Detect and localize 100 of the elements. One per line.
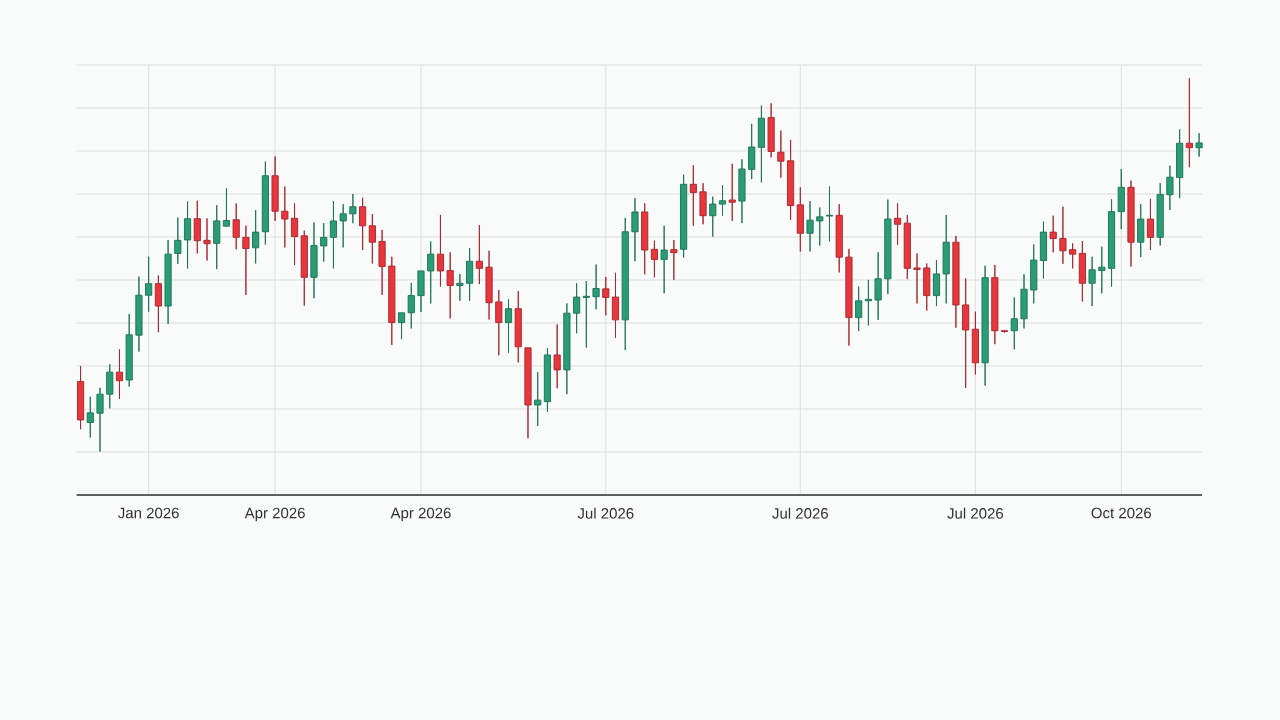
candlestick bbox=[368, 213, 376, 264]
candlestick bbox=[582, 280, 590, 348]
candlestick bbox=[436, 214, 445, 288]
candlestick bbox=[407, 282, 415, 329]
candlestick bbox=[767, 102, 775, 158]
candlestick bbox=[203, 217, 211, 261]
candlestick bbox=[213, 204, 221, 270]
candlestick bbox=[125, 313, 133, 388]
candlestick bbox=[816, 207, 824, 247]
candlestick bbox=[699, 182, 707, 225]
candlestick bbox=[1117, 168, 1125, 230]
candlestick bbox=[514, 290, 522, 363]
candlestick bbox=[1000, 329, 1009, 334]
candlestick bbox=[96, 387, 104, 453]
candlestick bbox=[154, 274, 162, 333]
candlestick bbox=[942, 214, 950, 304]
candlestick bbox=[650, 240, 658, 278]
candlestick bbox=[446, 251, 454, 319]
candlestick bbox=[903, 214, 911, 280]
candlestick bbox=[864, 279, 872, 326]
candlestick bbox=[222, 187, 231, 227]
candlestick bbox=[320, 222, 328, 263]
candlestick bbox=[631, 197, 639, 262]
candlestick bbox=[991, 264, 999, 345]
candlestick bbox=[349, 193, 357, 224]
candlestick bbox=[543, 347, 552, 413]
candlestick bbox=[874, 251, 882, 321]
candlestick bbox=[456, 273, 464, 302]
candlestick bbox=[611, 272, 620, 339]
candlestick bbox=[835, 203, 843, 273]
candlestick bbox=[339, 203, 347, 248]
candlestick bbox=[709, 196, 717, 238]
candlestick bbox=[76, 365, 85, 430]
candlestick bbox=[981, 265, 989, 387]
candlestick bbox=[787, 139, 795, 221]
candlestick bbox=[1049, 215, 1057, 253]
candlestick bbox=[1059, 206, 1067, 265]
candlestick bbox=[164, 239, 172, 325]
candlestick bbox=[952, 235, 960, 329]
x-tick-label: Jan 2026 bbox=[118, 507, 179, 519]
candlestick bbox=[183, 201, 192, 269]
candlestick bbox=[252, 209, 260, 264]
x-tick-label: Apr 2026 bbox=[390, 507, 451, 522]
candlestick bbox=[300, 230, 308, 307]
candlestick bbox=[1088, 256, 1096, 307]
candlestick bbox=[193, 200, 201, 254]
candlestick bbox=[310, 221, 318, 299]
candlestick bbox=[115, 348, 124, 400]
candlestick bbox=[913, 252, 921, 304]
candlestick bbox=[796, 186, 804, 252]
candlestick bbox=[553, 323, 561, 389]
candlestick bbox=[1127, 180, 1135, 267]
candlestick bbox=[388, 256, 396, 346]
candlestick bbox=[602, 276, 610, 316]
candlestick bbox=[378, 229, 386, 296]
candlestick bbox=[932, 259, 941, 307]
candlestick bbox=[1010, 296, 1018, 350]
candlestick bbox=[1039, 221, 1048, 279]
candlestick bbox=[728, 163, 736, 222]
candlestick bbox=[106, 363, 114, 409]
candlestick bbox=[1107, 198, 1116, 288]
candlestick bbox=[86, 396, 94, 438]
candlestick bbox=[417, 270, 425, 313]
candlestick bbox=[359, 197, 367, 251]
x-tick-label: Apr 2026 bbox=[244, 507, 305, 522]
candlestick bbox=[718, 184, 727, 217]
candlestick bbox=[1078, 240, 1086, 303]
candlestick bbox=[534, 371, 542, 427]
candlestick bbox=[962, 277, 970, 389]
x-tick-label: Jul 2026 bbox=[577, 507, 634, 519]
candlestick bbox=[1098, 246, 1106, 294]
candlestick bbox=[397, 312, 406, 340]
candlestick bbox=[806, 200, 814, 252]
candlestick bbox=[689, 164, 697, 227]
candlestick bbox=[1137, 203, 1145, 258]
candlestick bbox=[757, 105, 765, 183]
candlestick bbox=[485, 250, 493, 320]
candlestick bbox=[573, 282, 581, 334]
candlestick bbox=[232, 202, 240, 250]
candlestick bbox=[1030, 243, 1038, 304]
candlestick bbox=[777, 130, 785, 179]
candlestick bbox=[845, 248, 853, 347]
candlestick bbox=[1069, 242, 1077, 269]
candlestick bbox=[680, 174, 688, 258]
candlestick bbox=[242, 225, 250, 296]
candlestick bbox=[855, 286, 863, 332]
candlestick bbox=[524, 347, 532, 439]
candlestick bbox=[281, 186, 289, 248]
candlestick bbox=[971, 311, 979, 375]
x-tick-label: Jul 2026 bbox=[772, 507, 828, 519]
candlestick bbox=[174, 217, 182, 265]
candlestick bbox=[1020, 273, 1028, 329]
candlestick bbox=[1176, 128, 1184, 199]
candlestick bbox=[923, 263, 931, 311]
candlestick bbox=[495, 289, 503, 356]
candlestick bbox=[563, 302, 571, 395]
candlestick bbox=[1146, 198, 1155, 251]
candlestick bbox=[1195, 132, 1203, 158]
candlestick bbox=[1185, 77, 1193, 168]
candlestick bbox=[748, 123, 756, 180]
